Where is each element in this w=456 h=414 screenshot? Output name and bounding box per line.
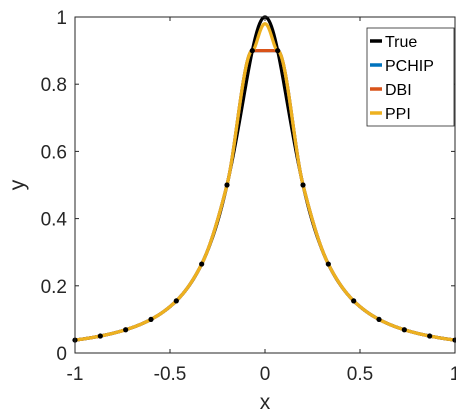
x-axis-label: x — [260, 391, 271, 414]
legend-label-dbi: DBI — [385, 82, 412, 99]
data-marker — [402, 327, 407, 332]
y-tick-label: 1 — [56, 8, 67, 29]
y-axis-label: y — [6, 179, 29, 190]
data-marker — [275, 48, 280, 53]
legend-label-ppi: PPI — [385, 106, 411, 123]
x-tick-label: -0.5 — [154, 364, 187, 385]
y-tick-label: 0.6 — [41, 142, 67, 163]
y-tick-label: 0 — [56, 344, 67, 365]
data-marker — [300, 182, 305, 187]
data-marker — [98, 333, 103, 338]
legend: True PCHIP DBI PPI — [367, 28, 454, 126]
data-marker — [148, 317, 153, 322]
y-tick-label: 0.2 — [41, 277, 67, 298]
x-tick-label: 1 — [450, 364, 456, 385]
data-marker — [123, 327, 128, 332]
data-marker — [224, 182, 229, 187]
data-marker — [174, 298, 179, 303]
x-tick-label: 0.5 — [347, 364, 373, 385]
data-marker — [376, 317, 381, 322]
legend-label-true: True — [385, 34, 417, 51]
y-tick-label: 0.4 — [41, 210, 68, 231]
data-marker — [199, 261, 204, 266]
y-tick-label: 0.8 — [41, 75, 67, 96]
x-tick-label: -1 — [67, 364, 84, 385]
data-marker — [351, 298, 356, 303]
data-marker — [427, 333, 432, 338]
data-marker — [326, 261, 331, 266]
x-tick-label: 0 — [260, 364, 271, 385]
data-marker — [250, 48, 255, 53]
legend-label-pchip: PCHIP — [385, 58, 434, 75]
